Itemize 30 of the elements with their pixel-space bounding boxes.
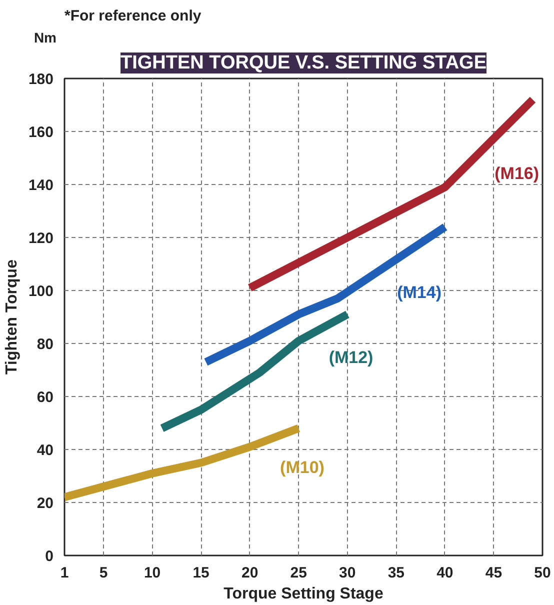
y-tick-label: 160 <box>28 124 54 141</box>
y-tick-label: 120 <box>28 230 54 247</box>
y-tick-label: 140 <box>28 177 54 194</box>
y-tick-label: 0 <box>45 548 54 565</box>
x-tick-label: 30 <box>339 564 356 582</box>
series-label: (M12) <box>328 348 374 368</box>
x-tick-label: 20 <box>242 564 258 582</box>
y-tick-label: 100 <box>28 283 54 300</box>
x-tick-label: 40 <box>436 564 454 582</box>
x-tick-label: 25 <box>290 564 307 582</box>
x-tick-label: 1 <box>60 564 69 582</box>
x-tick-label: 10 <box>144 564 161 582</box>
chart-title: TIGHTEN TORQUE V.S. SETTING STAGE <box>120 52 486 74</box>
series-label: (M14) <box>397 283 442 302</box>
y-tick-label: 20 <box>36 495 54 512</box>
series-label: (M16) <box>494 164 540 183</box>
x-tick-label: 50 <box>534 564 551 582</box>
x-axis-title: Torque Setting Stage <box>224 586 384 602</box>
y-tick-label: 80 <box>36 336 54 353</box>
y-axis-title: Tighten Torque <box>3 259 20 374</box>
text: Nm <box>34 30 57 46</box>
y-tick-label: 180 <box>28 71 54 88</box>
x-tick-label: 45 <box>485 564 502 582</box>
y-tick-label: 60 <box>36 389 54 406</box>
x-tick-label: 35 <box>388 564 405 582</box>
series-label: (M10) <box>280 458 324 478</box>
x-tick-label: 5 <box>99 564 108 582</box>
y-tick-label: 40 <box>36 442 54 459</box>
text: *For reference only <box>64 8 202 24</box>
x-tick-label: 15 <box>192 564 210 582</box>
